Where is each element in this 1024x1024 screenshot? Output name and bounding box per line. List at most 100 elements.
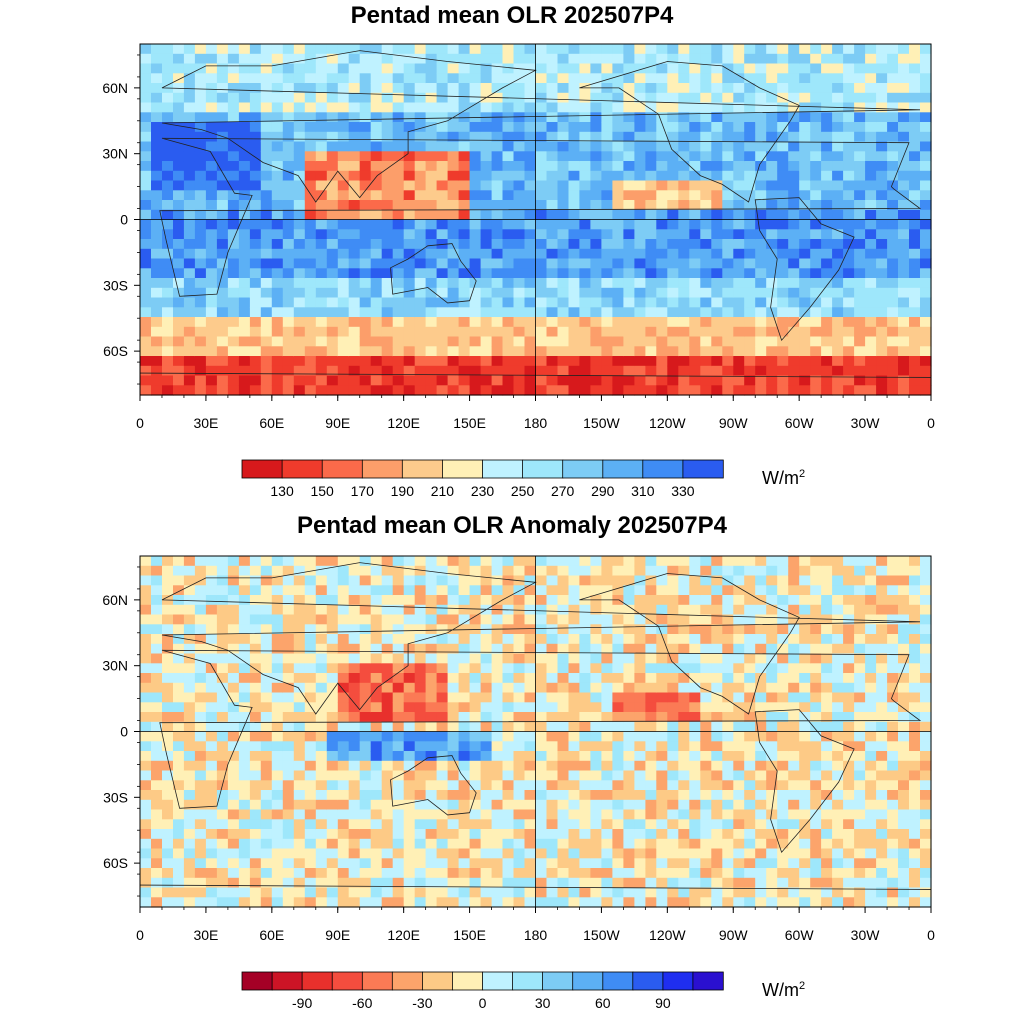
field-cell bbox=[821, 556, 833, 567]
field-cell bbox=[799, 53, 811, 65]
field-cell bbox=[524, 790, 537, 801]
field-cell bbox=[634, 385, 646, 396]
field-cell bbox=[711, 653, 723, 664]
field-cell bbox=[733, 44, 745, 55]
field-cell bbox=[689, 614, 701, 625]
field-cell bbox=[414, 868, 427, 879]
field-cell bbox=[920, 346, 932, 357]
field-cell bbox=[876, 131, 888, 143]
field-cell bbox=[315, 307, 328, 318]
field-cell bbox=[304, 317, 317, 328]
field-cell bbox=[162, 653, 174, 664]
field-cell bbox=[282, 63, 295, 74]
field-cell bbox=[744, 780, 756, 791]
field-cell bbox=[491, 770, 504, 781]
field-cell bbox=[282, 248, 295, 260]
field-cell bbox=[238, 44, 251, 55]
field-cell bbox=[370, 170, 383, 182]
field-cell bbox=[447, 239, 460, 250]
field-cell bbox=[173, 702, 185, 713]
field-cell bbox=[535, 297, 548, 308]
field-cell bbox=[216, 751, 229, 762]
field-cell bbox=[282, 595, 295, 606]
field-cell bbox=[458, 63, 471, 74]
field-cell bbox=[304, 897, 317, 908]
field-cell bbox=[381, 248, 394, 260]
field-cell bbox=[722, 760, 734, 772]
field-cell bbox=[689, 131, 701, 143]
field-cell bbox=[920, 356, 932, 367]
field-cell bbox=[546, 838, 559, 850]
field-cell bbox=[194, 268, 207, 279]
field-cell bbox=[590, 556, 602, 567]
field-cell bbox=[799, 809, 811, 820]
field-cell bbox=[898, 200, 910, 211]
field-cell bbox=[733, 229, 745, 240]
field-cell bbox=[645, 565, 657, 577]
field-cell bbox=[403, 44, 416, 55]
field-cell bbox=[788, 673, 800, 684]
field-cell bbox=[755, 799, 767, 811]
field-cell bbox=[601, 565, 613, 577]
field-cell bbox=[337, 819, 350, 830]
field-cell bbox=[359, 702, 372, 713]
field-cell bbox=[381, 141, 394, 152]
field-cell bbox=[480, 161, 493, 172]
field-cell bbox=[546, 848, 559, 859]
field-cell bbox=[447, 268, 460, 279]
field-cell bbox=[315, 258, 328, 269]
field-cell bbox=[315, 44, 328, 55]
field-cell bbox=[546, 575, 559, 586]
field-cell bbox=[173, 209, 185, 221]
field-cell bbox=[799, 365, 811, 377]
field-cell bbox=[590, 53, 602, 65]
field-cell bbox=[173, 614, 185, 625]
field-cell bbox=[920, 122, 932, 133]
field-cell bbox=[634, 819, 646, 830]
field-cell bbox=[854, 356, 866, 367]
field-cell bbox=[788, 131, 800, 143]
field-cell bbox=[216, 838, 229, 850]
field-cell bbox=[436, 868, 449, 879]
field-cell bbox=[205, 595, 218, 606]
field-cell bbox=[151, 53, 163, 65]
field-cell bbox=[205, 565, 218, 577]
field-cell bbox=[579, 180, 591, 191]
field-cell bbox=[678, 122, 690, 133]
field-cell bbox=[887, 268, 899, 279]
field-cell bbox=[293, 712, 306, 723]
field-cell bbox=[282, 838, 295, 850]
field-cell bbox=[173, 375, 185, 386]
field-cell bbox=[469, 239, 482, 250]
field-cell bbox=[304, 73, 317, 84]
field-cell bbox=[249, 365, 262, 377]
field-cell bbox=[887, 209, 899, 221]
field-cell bbox=[480, 122, 493, 133]
field-cell bbox=[711, 624, 723, 635]
field-cell bbox=[722, 122, 734, 133]
field-cell bbox=[282, 161, 295, 172]
field-cell bbox=[810, 741, 822, 752]
field-cell bbox=[447, 556, 460, 567]
field-cell bbox=[293, 229, 306, 240]
field-cell bbox=[678, 151, 690, 162]
field-cell bbox=[513, 53, 526, 65]
field-cell bbox=[733, 741, 745, 752]
field-cell bbox=[183, 663, 196, 674]
field-cell bbox=[392, 219, 405, 230]
field-cell bbox=[568, 229, 581, 240]
field-cell bbox=[579, 614, 591, 625]
field-cell bbox=[513, 248, 526, 260]
field-cell bbox=[722, 595, 734, 606]
field-cell bbox=[183, 721, 196, 733]
field-cell bbox=[777, 799, 789, 811]
field-cell bbox=[151, 63, 163, 74]
field-cell bbox=[315, 702, 328, 713]
field-cell bbox=[458, 799, 471, 811]
field-cell bbox=[689, 692, 701, 703]
field-cell bbox=[799, 180, 811, 191]
field-cell bbox=[876, 170, 888, 182]
field-cell bbox=[260, 702, 273, 713]
field-cell bbox=[821, 790, 833, 801]
field-cell bbox=[326, 190, 339, 201]
